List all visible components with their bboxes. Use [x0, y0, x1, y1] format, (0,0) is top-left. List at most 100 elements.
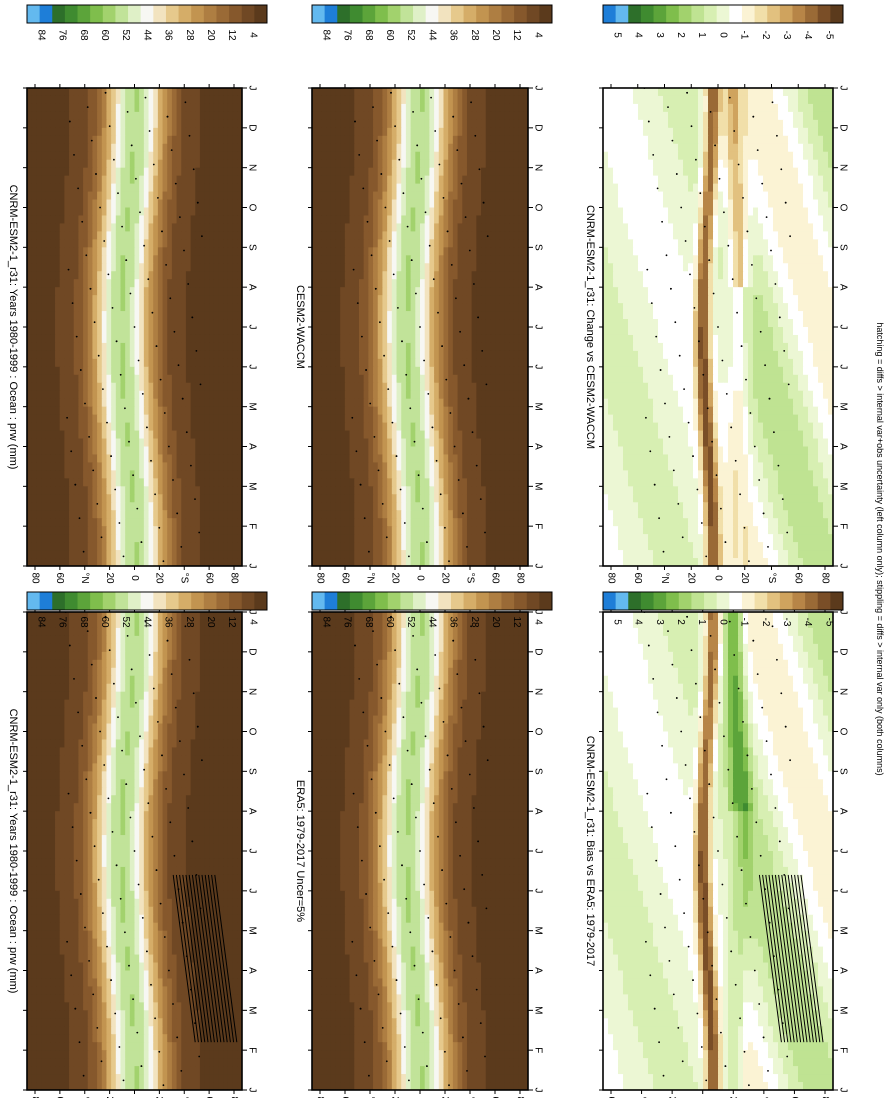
month-tick-label: J — [532, 325, 543, 330]
heatmap-field — [603, 612, 833, 1090]
latitude-tick-label: 80 — [605, 572, 616, 584]
colorbar-label: 68 — [78, 616, 89, 628]
month-tick-label: M — [837, 402, 848, 410]
panel-title: CNRM-ESM2-1_r31: Years 1980-1999 : Ocean… — [7, 185, 19, 470]
month-tick-label: A — [246, 808, 257, 815]
month-tick-label: J — [246, 888, 257, 893]
panel-title: CESM2-WACCM — [294, 285, 306, 369]
colorbar-label: 84 — [320, 29, 331, 41]
latitude-tick-label: 0 — [712, 575, 723, 581]
latitude-tick-label: 0 — [414, 575, 425, 581]
colorbar-label: 5 — [611, 619, 622, 625]
latitude-tick-label: 80 — [514, 572, 525, 584]
panel-top-right: J F M A M J J A S O N D J 80 60 °N 20 0 20 °S 60 80 CNRM-ESM2-… — [7, 4, 268, 584]
month-tick-label: J — [246, 849, 257, 854]
month-tick-label: M — [837, 1006, 848, 1014]
month-tick-label: J — [532, 86, 543, 91]
latitude-tick-label: 60 — [605, 1096, 616, 1098]
colorbar-label: 4 — [247, 32, 258, 38]
panel-title: CNRM-ESM2-1_r31: Change vs CESM2-WACCM — [584, 205, 596, 449]
latitude-tick-label: 20 — [389, 1096, 400, 1098]
month-tick-label: J — [837, 86, 848, 91]
latitude-tick-label: 80 — [314, 572, 325, 584]
colorbar-label: 60 — [384, 29, 395, 41]
month-tick-label: A — [532, 443, 543, 450]
colorbar-label: 76 — [342, 616, 353, 628]
panel-title: CNRM-ESM2-1_r31: Bias vs ERA5: 1979-2017 — [584, 736, 596, 966]
month-tick-label: J — [532, 1088, 543, 1093]
latitude-tick-label: °S — [464, 573, 475, 584]
latitude-tick-label: 60 — [339, 1096, 350, 1098]
month-tick-label: M — [532, 1006, 543, 1014]
colorbar-label: 28 — [469, 616, 480, 628]
month-tick-label: O — [837, 204, 848, 212]
colorbar-label: 60 — [99, 616, 110, 628]
colorbar-label: 76 — [57, 616, 68, 628]
colorbar-label: 4 — [633, 619, 644, 625]
month-tick-label: S — [532, 244, 543, 251]
colorbar-label: 36 — [448, 29, 459, 41]
latitude-tick-label: °N — [364, 572, 375, 583]
month-tick-label: J — [246, 610, 257, 615]
month-tick-label: J — [246, 364, 257, 369]
latitude-tick-label: °N — [659, 572, 670, 583]
colorbar-label: 12 — [511, 29, 522, 41]
colorbar-label: 76 — [57, 29, 68, 41]
colorbar-label: 20 — [205, 29, 216, 41]
latitude-tick-label: 60 — [203, 572, 214, 584]
month-tick-label: J — [246, 1088, 257, 1093]
month-tick-label: J — [532, 849, 543, 854]
colorbar-label: 20 — [205, 616, 216, 628]
latitude-tick-label: 20 — [439, 572, 450, 584]
month-tick-label: F — [246, 1047, 257, 1053]
colorbar-label: 52 — [405, 616, 416, 628]
latitude-tick-label: 60 — [632, 572, 643, 584]
colorbar-label: 84 — [35, 29, 46, 41]
panel-title: ERA5: 1979-2017 Uncer=5% — [294, 780, 306, 922]
month-tick-label: D — [246, 648, 257, 655]
month-tick-label: A — [837, 443, 848, 450]
colorbar-label: 3 — [654, 619, 665, 625]
colorbar: 5 4 3 2 1 0 -1 -2 -3 -4 -5 — [602, 591, 844, 627]
colorbar-label: 2 — [675, 32, 686, 38]
month-tick-label: J — [532, 564, 543, 569]
colorbar-label: 68 — [363, 29, 374, 41]
latitude-tick-label: 0 — [129, 575, 140, 581]
month-tick-label: A — [246, 284, 257, 291]
colorbar-label: 20 — [490, 29, 501, 41]
latitude-tick-label: °N — [636, 1096, 647, 1098]
latitude-tick-label: 60 — [203, 1096, 214, 1098]
latitude-tick-label: °N — [79, 572, 90, 583]
month-tick-label: M — [246, 1006, 257, 1014]
month-tick-label: J — [532, 610, 543, 615]
colorbar-label: 60 — [384, 616, 395, 628]
latitude-tick-label: 80 — [29, 1096, 40, 1098]
month-tick-label: J — [837, 888, 848, 893]
panels-group: JFMAMJJASONDJ8060°N20020°S6080CNRM-ESM2-… — [7, 4, 848, 1098]
month-tick-label: F — [837, 1047, 848, 1053]
colorbar-label: 4 — [633, 32, 644, 38]
month-tick-label: J — [246, 325, 257, 330]
colorbar-label: 12 — [511, 616, 522, 628]
colorbar-label: 68 — [363, 616, 374, 628]
month-tick-label: S — [246, 768, 257, 775]
latitude-tick-label: °S — [179, 573, 190, 584]
heatmap-field — [312, 612, 528, 1090]
colorbar-label: -1 — [739, 31, 750, 40]
colorbar-label: -3 — [781, 618, 792, 627]
latitude-tick-label: 60 — [489, 1096, 500, 1098]
colorbar-label: 5 — [611, 32, 622, 38]
latitude-tick-label: 20 — [104, 1096, 115, 1098]
month-tick-label: M — [532, 482, 543, 490]
month-tick-label: N — [837, 164, 848, 171]
colorbar-label: -3 — [781, 31, 792, 40]
latitude-tick-label: °S — [179, 1097, 190, 1098]
colorbar-label: 0 — [717, 32, 728, 38]
month-tick-label: N — [532, 164, 543, 171]
panel-top-left: JFMAMJJASONDJ8060°N20020°S6080CNRM-ESM2-… — [7, 591, 268, 1098]
month-tick-label: D — [837, 124, 848, 131]
month-tick-label: J — [246, 564, 257, 569]
colorbar: 84 76 68 60 52 44 36 28 20 12 4 — [26, 591, 268, 628]
month-tick-label: M — [837, 482, 848, 490]
